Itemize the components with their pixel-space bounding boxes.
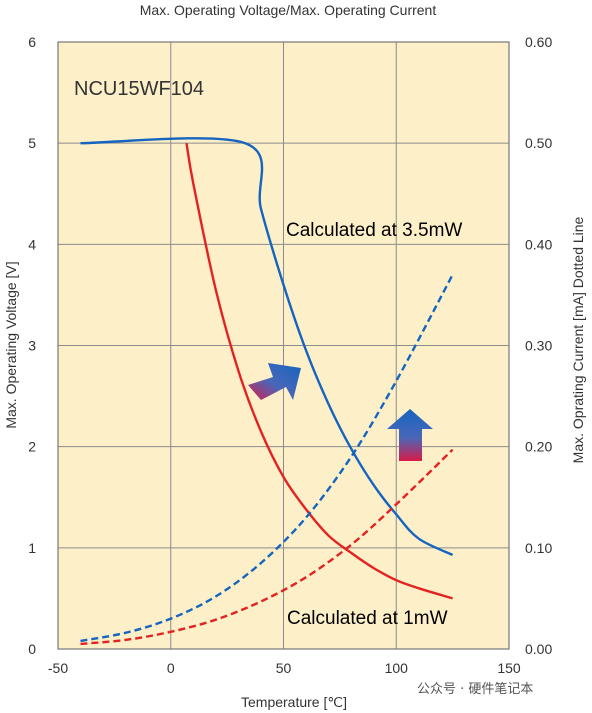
part-label: NCU15WF104 xyxy=(74,78,204,100)
x-tick-label: 50 xyxy=(276,660,292,676)
diagonal-arrow-icon xyxy=(248,363,301,400)
y-left-tick-label: 2 xyxy=(28,439,36,455)
y-left-tick-label: 1 xyxy=(28,540,36,556)
annotation-1mw: Calculated at 1mW xyxy=(287,608,448,629)
series-layer xyxy=(80,137,454,646)
y-left-tick-label: 0 xyxy=(28,641,36,657)
series-line-3-dashed xyxy=(80,448,454,646)
series-line-2-dashed xyxy=(80,274,454,643)
y-right-ticks: 0.00 0.10 0.20 0.30 0.40 0.50 0.60 xyxy=(525,34,552,657)
chart-title: Max. Operating Voltage/Max. Operating Cu… xyxy=(140,2,437,18)
x-tick-label: 150 xyxy=(497,660,521,676)
y-left-tick-label: 4 xyxy=(28,236,36,252)
y-left-tick-label: 5 xyxy=(28,135,36,151)
x-tick-label: 0 xyxy=(167,660,175,676)
y-left-ticks: 0 1 2 3 4 5 6 xyxy=(28,34,36,657)
y-right-tick-label: 0.50 xyxy=(525,135,552,151)
y-right-tick-label: 0.40 xyxy=(525,236,552,252)
y-right-tick-label: 0.30 xyxy=(525,338,552,354)
y-left-tick-label: 6 xyxy=(28,34,36,50)
y-right-axis-label: Max. Oprating Current [mA] Dotted Line xyxy=(570,216,586,463)
y-right-tick-label: 0.00 xyxy=(525,641,552,657)
x-tick-label: -50 xyxy=(48,660,68,676)
x-axis-label: Temperature [℃] xyxy=(241,694,347,710)
up-arrow-icon xyxy=(387,409,433,461)
y-left-axis-label: Max. Operating Voltage [V] xyxy=(3,261,19,428)
series-line-1-solid xyxy=(185,142,453,600)
plot-frame xyxy=(57,41,510,650)
series-line-0-solid xyxy=(80,137,454,556)
y-right-tick-label: 0.60 xyxy=(525,34,552,50)
watermark: 公众号 · 硬件笔记本 xyxy=(417,681,533,697)
annotation-3-5mw: Calculated at 3.5mW xyxy=(286,220,462,241)
x-tick-label: 100 xyxy=(385,660,409,676)
y-right-tick-label: 0.10 xyxy=(525,540,552,556)
y-right-tick-label: 0.20 xyxy=(525,439,552,455)
y-left-tick-label: 3 xyxy=(28,338,36,354)
x-ticks: -50 0 50 100 150 xyxy=(48,660,521,676)
grid xyxy=(57,41,510,650)
